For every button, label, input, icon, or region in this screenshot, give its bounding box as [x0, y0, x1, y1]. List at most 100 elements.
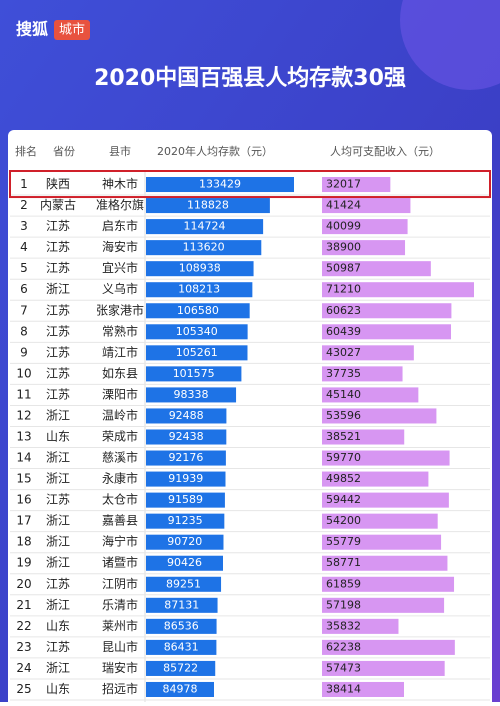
rank: 23: [16, 640, 31, 654]
income-bar: [322, 387, 419, 403]
county: 诸暨市: [102, 555, 138, 570]
income-bar: [322, 534, 442, 550]
county: 溧阳市: [102, 386, 138, 401]
income-bar: [322, 303, 452, 319]
income-value: 60623: [326, 304, 361, 317]
income-value: 61859: [326, 577, 361, 590]
income-bar: [322, 513, 438, 529]
county: 如东县: [102, 365, 138, 380]
county: 嘉善县: [102, 513, 138, 528]
income-value: 57473: [326, 661, 361, 674]
province: 山东: [46, 430, 70, 444]
deposit-bar: [146, 261, 254, 277]
income-bar: [322, 429, 405, 445]
county: 太仓市: [102, 492, 138, 507]
province: 江苏: [46, 261, 70, 275]
income-value: 54200: [326, 514, 361, 527]
title: 2020中国百强县人均存款30强: [94, 65, 406, 91]
rank: 10: [16, 366, 31, 380]
column-header: 县市: [109, 144, 131, 158]
income-value: 53596: [326, 409, 361, 422]
income-bar: [322, 177, 391, 193]
deposit-value: 106580: [177, 304, 219, 317]
deposit-bar: [146, 513, 225, 529]
income-value: 45140: [326, 388, 361, 401]
province: 浙江: [46, 535, 70, 549]
deposit-bar: [146, 492, 225, 508]
rank: 21: [16, 598, 31, 612]
deposit-bar: [146, 324, 248, 340]
county: 瑞安市: [102, 660, 138, 675]
province: 山东: [46, 619, 70, 633]
income-value: 35832: [326, 619, 361, 632]
logo-tag-box: [54, 20, 90, 40]
income-value: 59770: [326, 451, 361, 464]
deposit-value: 86431: [164, 640, 199, 653]
deposit-value: 86536: [164, 619, 199, 632]
income-bar: [322, 366, 403, 382]
deposit-value: 114724: [184, 220, 226, 233]
income-bar: [322, 408, 437, 424]
income-value: 71210: [326, 283, 361, 296]
province: 江苏: [46, 303, 70, 317]
income-value: 55779: [326, 535, 361, 548]
income-bar: [322, 198, 411, 214]
column-header: 省份: [53, 145, 75, 158]
rank: 14: [16, 451, 31, 465]
rank: 24: [16, 661, 31, 675]
deposit-value: 105340: [176, 325, 218, 338]
county: 张家港市: [96, 302, 144, 317]
rank: 15: [16, 472, 31, 486]
county: 荣成市: [102, 429, 138, 444]
income-value: 38900: [326, 241, 361, 254]
rank: 16: [16, 493, 31, 507]
deposit-value: 98338: [174, 388, 209, 401]
income-value: 38414: [326, 682, 361, 695]
county: 乐清市: [102, 597, 138, 612]
deposit-bar: [146, 177, 294, 193]
rank: 1: [20, 177, 28, 191]
income-bar: [322, 240, 406, 256]
logo: 搜狐: [16, 20, 48, 39]
province: 浙江: [46, 282, 70, 296]
deposit-bar: [146, 240, 262, 256]
deposit-value: 85722: [163, 661, 198, 674]
province: 江苏: [46, 493, 70, 507]
deposit-bar: [146, 681, 214, 697]
rank: 17: [16, 514, 31, 528]
deposit-value: 92438: [169, 430, 204, 443]
rank: 9: [20, 345, 28, 359]
deposit-value: 133429: [199, 178, 241, 191]
rank: 5: [20, 261, 28, 275]
deposit-bar: [146, 303, 250, 319]
rank: 4: [20, 240, 28, 254]
column-header: 排名: [15, 144, 37, 158]
deposit-value: 92176: [168, 451, 203, 464]
income-bar: [322, 618, 399, 634]
deposit-bar: [146, 660, 216, 676]
province: 浙江: [46, 451, 70, 465]
deposit-bar: [146, 366, 242, 382]
county: 靖江市: [102, 344, 138, 359]
income-value: 40099: [326, 220, 361, 233]
rank: 6: [20, 282, 28, 296]
deposit-value: 89251: [166, 577, 201, 590]
income-bar: [322, 471, 429, 487]
deposit-value: 90426: [167, 556, 202, 569]
rank: 25: [16, 682, 31, 696]
county: 启东市: [102, 218, 138, 233]
province: 陕西: [46, 176, 70, 191]
deposit-value: 87131: [164, 598, 199, 611]
deposit-bar: [146, 282, 253, 298]
deposit-value: 91235: [168, 514, 203, 527]
deposit-value: 108213: [178, 283, 220, 296]
county: 昆山市: [102, 639, 138, 654]
county: 常熟市: [102, 323, 138, 338]
income-bar: [322, 345, 414, 361]
province: 浙江: [46, 408, 70, 422]
rank: 12: [16, 408, 31, 422]
deposit-bar: [146, 639, 217, 655]
deposit-value: 84978: [163, 682, 198, 695]
income-bar: [322, 324, 452, 340]
rank: 13: [16, 430, 31, 444]
